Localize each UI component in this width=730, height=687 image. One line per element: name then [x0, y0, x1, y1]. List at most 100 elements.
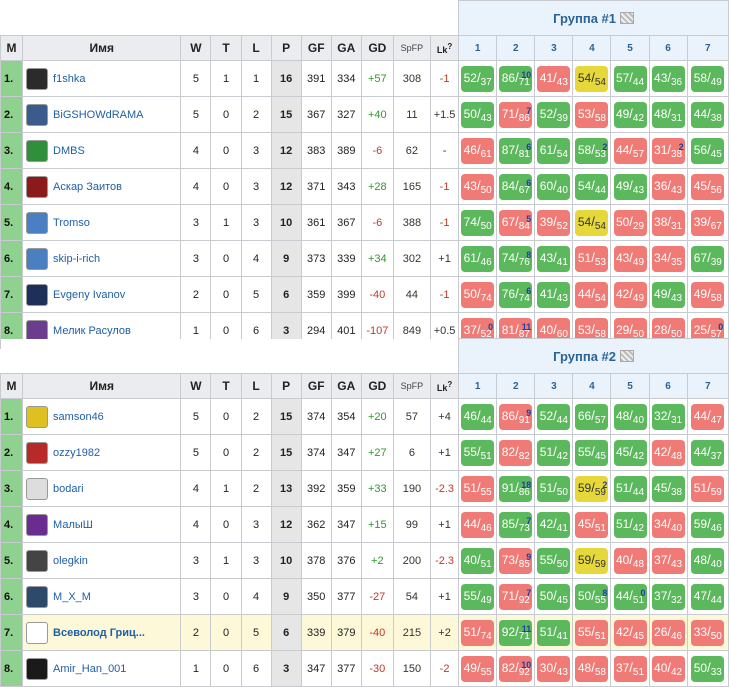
match-result-badge[interactable]: 55/51	[461, 439, 495, 466]
match-result-badge[interactable]: 85/73 7	[499, 511, 533, 538]
match-result-badge[interactable]: 41/43	[537, 65, 571, 92]
match-result-badge[interactable]: 52/37	[461, 65, 495, 92]
match-result-badge[interactable]: 32/31	[651, 403, 685, 430]
opponent-header-3[interactable]: 3	[534, 373, 574, 399]
col-gf-header[interactable]: GF	[300, 35, 332, 61]
match-result-badge[interactable]: 61/54	[537, 137, 571, 164]
player-name-link[interactable]: bodari	[53, 482, 84, 495]
col-gd-header[interactable]: GD	[360, 35, 394, 61]
avatar[interactable]	[26, 211, 49, 234]
avatar[interactable]	[26, 513, 49, 536]
match-result-badge[interactable]: 55/45	[575, 439, 609, 466]
player-name-cell[interactable]: BiGSHOWdRAMA	[22, 96, 182, 133]
opponent-header-3[interactable]: 3	[534, 35, 574, 61]
player-name-link[interactable]: Мелик Расулов	[53, 324, 131, 337]
match-result-badge[interactable]: 45/38	[651, 475, 685, 502]
opponent-header-2[interactable]: 2	[496, 373, 536, 399]
match-result-badge[interactable]: 48/31	[651, 101, 685, 128]
player-name-cell[interactable]: Аскар Заитов	[22, 168, 182, 205]
match-result-badge[interactable]: 54/44	[575, 173, 609, 200]
match-result-badge[interactable]: 51/53	[575, 245, 609, 272]
opponent-header-4[interactable]: 4	[572, 35, 612, 61]
match-result-badge[interactable]: 50/33	[691, 655, 725, 682]
match-result-badge[interactable]: 26/46	[651, 619, 685, 646]
player-name-cell[interactable]: Tromso	[22, 204, 182, 241]
match-result-badge[interactable]: 31/38 2	[651, 137, 685, 164]
avatar[interactable]	[26, 67, 49, 90]
match-result-badge[interactable]: 50/74	[461, 281, 495, 308]
match-result-badge[interactable]: 50/55 8	[575, 583, 609, 610]
match-result-badge[interactable]: 59/59	[575, 547, 609, 574]
match-result-badge[interactable]: 43/36	[651, 65, 685, 92]
match-result-badge[interactable]: 37/43	[651, 547, 685, 574]
avatar[interactable]	[26, 549, 49, 572]
opponent-header-6[interactable]: 6	[648, 35, 688, 61]
player-name-link[interactable]: f1shka	[53, 72, 86, 85]
player-name-cell[interactable]: bodari	[22, 470, 182, 507]
player-name-link[interactable]: DMBS	[53, 144, 85, 157]
match-result-badge[interactable]: 39/67	[691, 209, 725, 236]
help-icon[interactable]: ?	[447, 379, 453, 389]
match-result-badge[interactable]: 42/41	[537, 511, 571, 538]
opponent-header-1[interactable]: 1	[458, 35, 498, 61]
match-result-badge[interactable]: 51/42	[613, 511, 647, 538]
match-result-badge[interactable]: 59/46	[691, 511, 725, 538]
match-result-badge[interactable]: 50/43	[461, 101, 495, 128]
match-result-badge[interactable]: 86/71 10	[499, 65, 533, 92]
player-name-cell[interactable]: olegkin	[22, 542, 182, 579]
match-result-badge[interactable]: 51/74	[461, 619, 495, 646]
match-result-badge[interactable]: 59/59 2	[575, 475, 609, 502]
col-w-header[interactable]: W	[180, 35, 212, 61]
match-result-badge[interactable]: 61/46	[461, 245, 495, 272]
player-name-link[interactable]: samson46	[53, 410, 104, 423]
player-name-cell[interactable]: DMBS	[22, 132, 182, 169]
player-name-cell[interactable]: Evgeny Ivanov	[22, 276, 182, 313]
match-result-badge[interactable]: 44/37	[691, 439, 725, 466]
match-result-badge[interactable]: 51/55	[461, 475, 495, 502]
match-result-badge[interactable]: 66/57	[575, 403, 609, 430]
avatar[interactable]	[26, 441, 49, 464]
match-result-badge[interactable]: 45/51	[575, 511, 609, 538]
match-result-badge[interactable]: 55/49	[461, 583, 495, 610]
match-result-badge[interactable]: 44/46	[461, 511, 495, 538]
match-result-badge[interactable]: 51/50	[537, 475, 571, 502]
match-result-badge[interactable]: 43/50	[461, 173, 495, 200]
player-name-link[interactable]: M_X_M	[53, 590, 91, 603]
match-result-badge[interactable]: 86/91 9	[499, 403, 533, 430]
match-result-badge[interactable]: 37/51	[613, 655, 647, 682]
avatar[interactable]	[26, 139, 49, 162]
col-gf-header[interactable]: GF	[300, 373, 332, 399]
match-result-badge[interactable]: 82/92 10	[499, 655, 533, 682]
match-result-badge[interactable]: 44/57	[613, 137, 647, 164]
col-w-header[interactable]: W	[180, 373, 212, 399]
opponent-header-1[interactable]: 1	[458, 373, 498, 399]
match-result-badge[interactable]: 84/67 6	[499, 173, 533, 200]
match-result-badge[interactable]: 73/85 9	[499, 547, 533, 574]
col-lk-header[interactable]: Lk?	[429, 373, 460, 399]
match-result-badge[interactable]: 49/43	[613, 173, 647, 200]
match-result-badge[interactable]: 42/48	[651, 439, 685, 466]
col-spfp-header[interactable]: SpFP	[392, 373, 431, 399]
match-result-badge[interactable]: 33/50	[691, 619, 725, 646]
match-result-badge[interactable]: 39/52	[537, 209, 571, 236]
opponent-header-2[interactable]: 2	[496, 35, 536, 61]
match-result-badge[interactable]: 46/44	[461, 403, 495, 430]
match-result-badge[interactable]: 34/40	[651, 511, 685, 538]
match-result-badge[interactable]: 57/44	[613, 65, 647, 92]
opponent-header-6[interactable]: 6	[648, 373, 688, 399]
col-p-header[interactable]: P	[270, 35, 302, 61]
opponent-header-7[interactable]: 7	[686, 35, 730, 61]
match-result-badge[interactable]: 44/51 0	[613, 583, 647, 610]
col-p-header[interactable]: P	[270, 373, 302, 399]
match-result-badge[interactable]: 71/92 7	[499, 583, 533, 610]
match-result-badge[interactable]: 76/74 6	[499, 281, 533, 308]
group-title-text[interactable]: Группа #2	[553, 348, 617, 364]
match-result-badge[interactable]: 58/53 2	[575, 137, 609, 164]
match-result-badge[interactable]: 49/42	[613, 101, 647, 128]
match-result-badge[interactable]: 87/81 6	[499, 137, 533, 164]
match-result-badge[interactable]: 45/56	[691, 173, 725, 200]
match-result-badge[interactable]: 44/54	[575, 281, 609, 308]
opponent-header-5[interactable]: 5	[610, 373, 650, 399]
match-result-badge[interactable]: 71/86 7	[499, 101, 533, 128]
col-place-header[interactable]: М	[0, 35, 24, 61]
